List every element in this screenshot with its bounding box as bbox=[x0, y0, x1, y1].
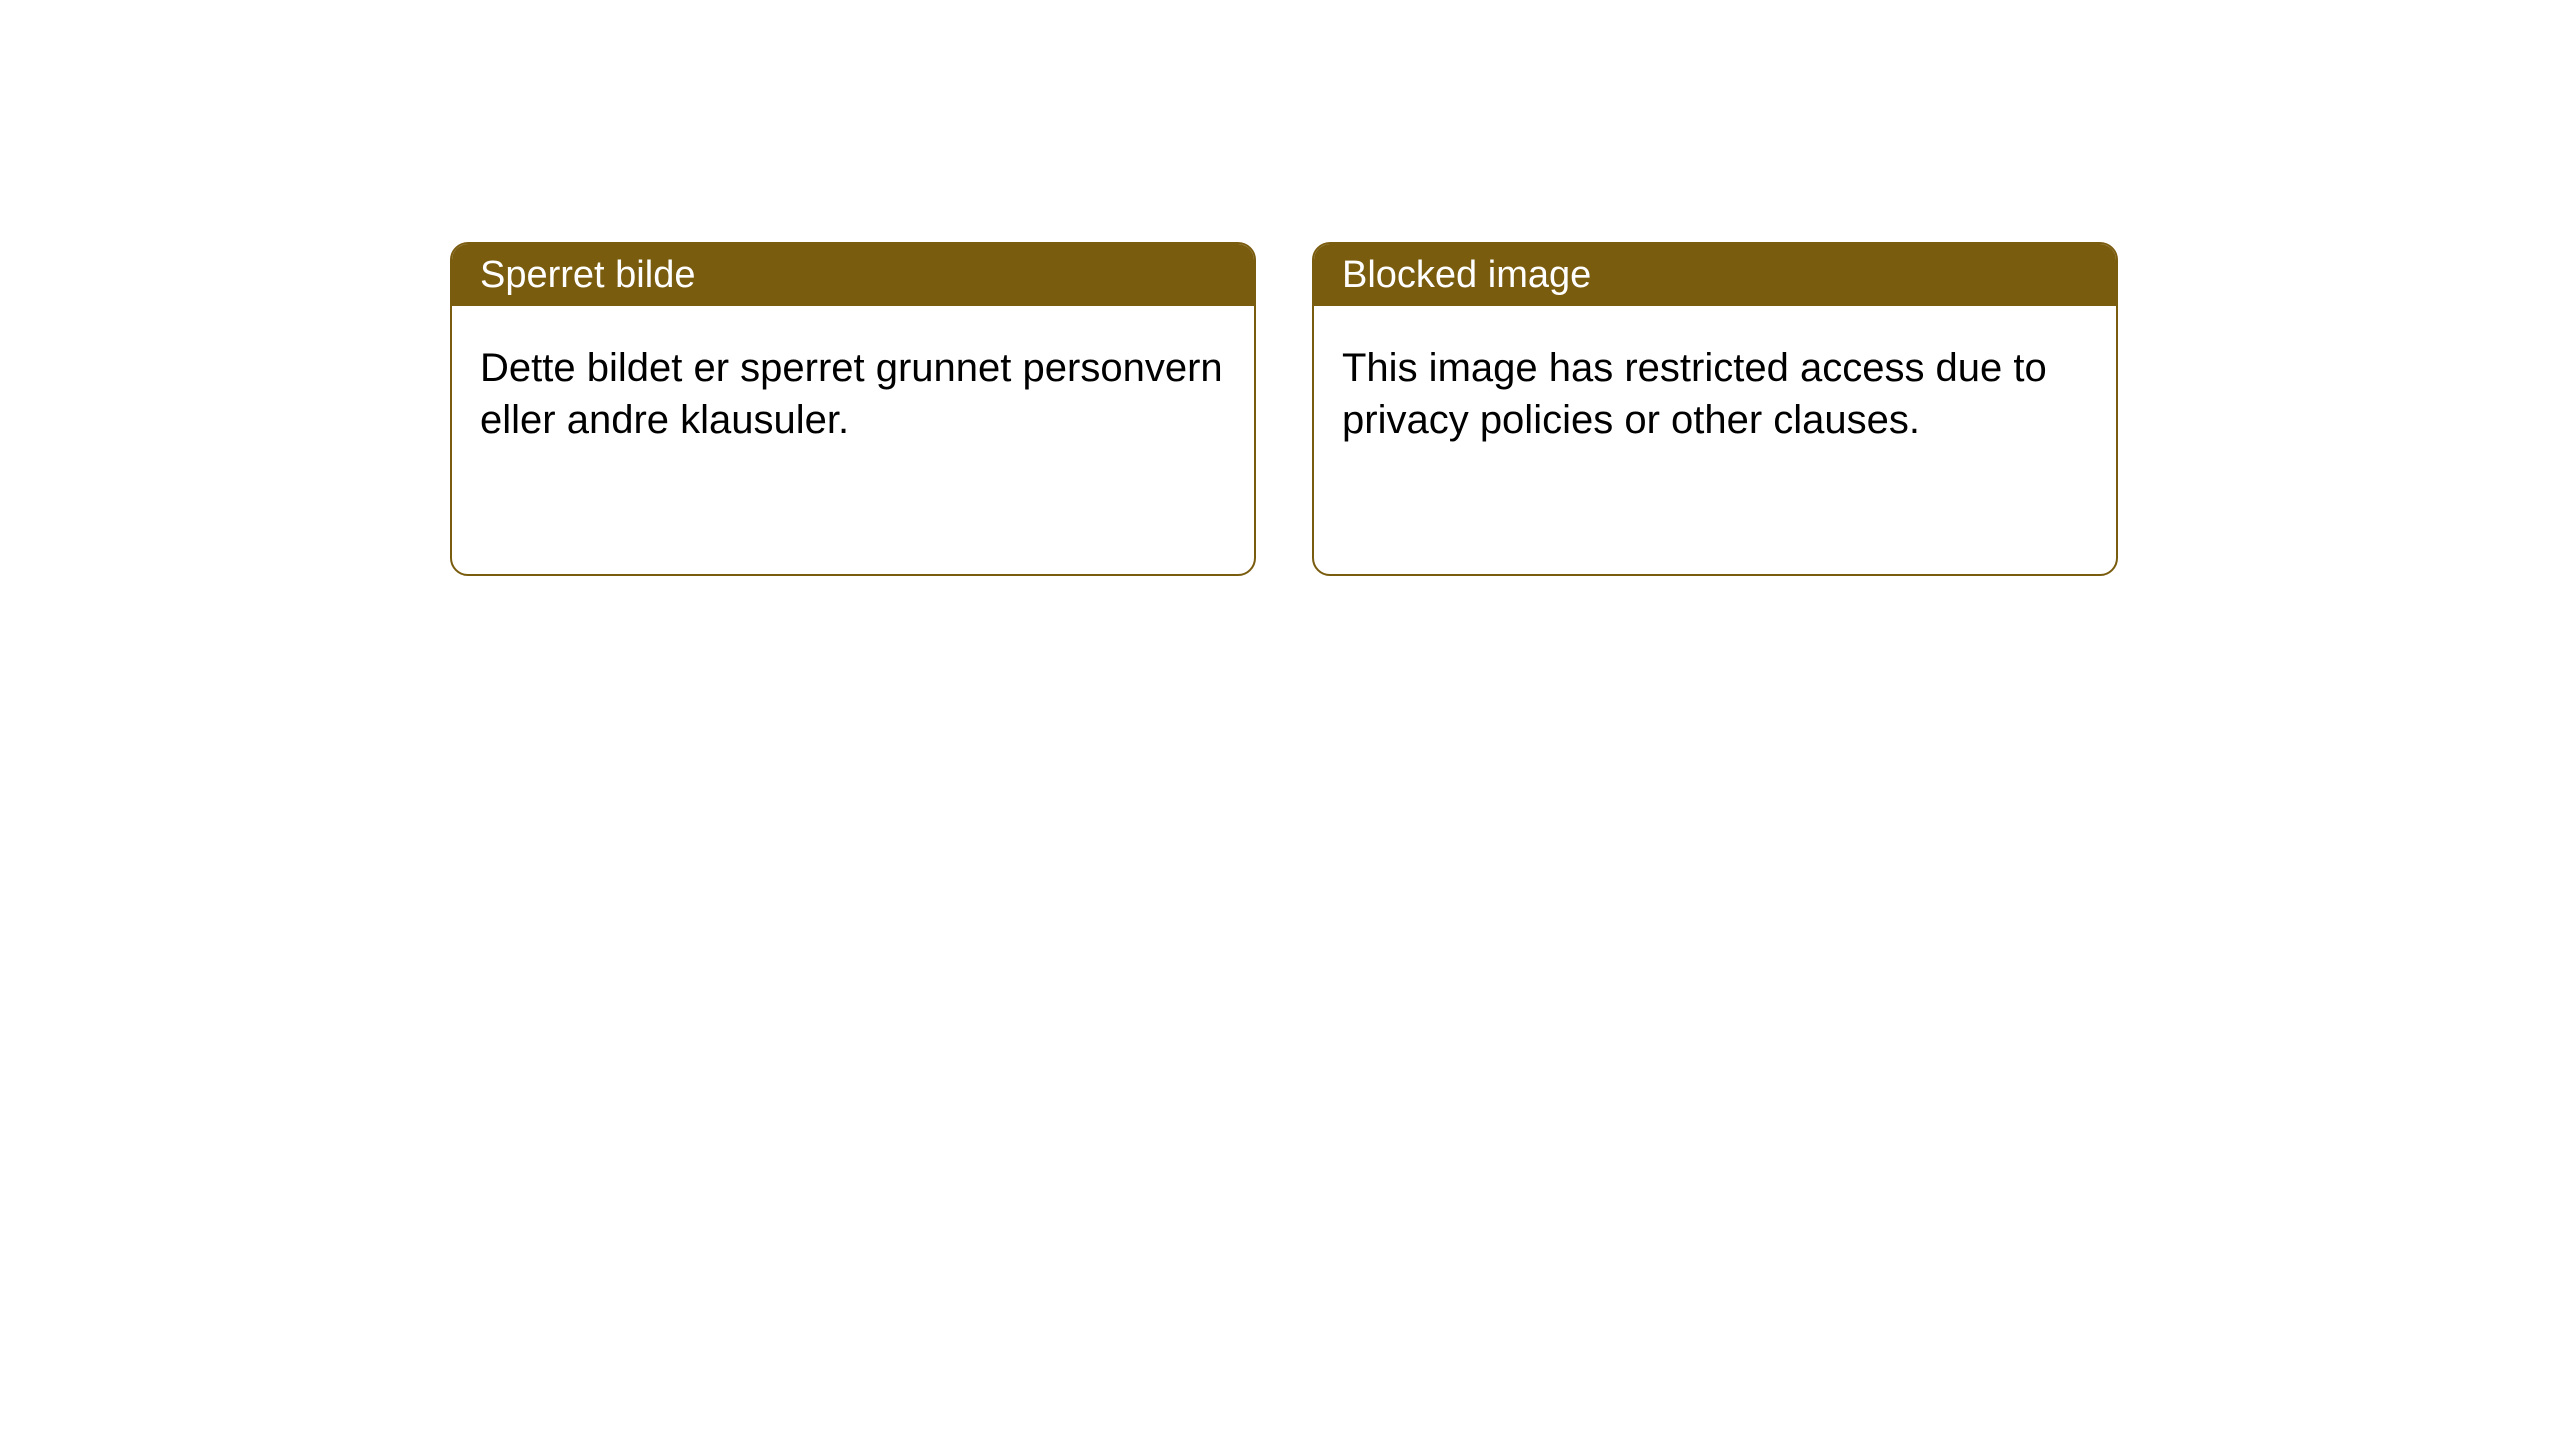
card-title: Blocked image bbox=[1342, 254, 1591, 297]
cards-container: Sperret bilde Dette bildet er sperret gr… bbox=[0, 0, 2560, 576]
card-header: Blocked image bbox=[1314, 244, 2116, 306]
blocked-image-card-en: Blocked image This image has restricted … bbox=[1312, 242, 2118, 576]
card-title: Sperret bilde bbox=[480, 254, 695, 297]
card-body: Dette bildet er sperret grunnet personve… bbox=[452, 306, 1254, 482]
card-body-text: This image has restricted access due to … bbox=[1342, 346, 2047, 442]
blocked-image-card-no: Sperret bilde Dette bildet er sperret gr… bbox=[450, 242, 1256, 576]
card-body: This image has restricted access due to … bbox=[1314, 306, 2116, 482]
card-body-text: Dette bildet er sperret grunnet personve… bbox=[480, 346, 1223, 442]
card-header: Sperret bilde bbox=[452, 244, 1254, 306]
